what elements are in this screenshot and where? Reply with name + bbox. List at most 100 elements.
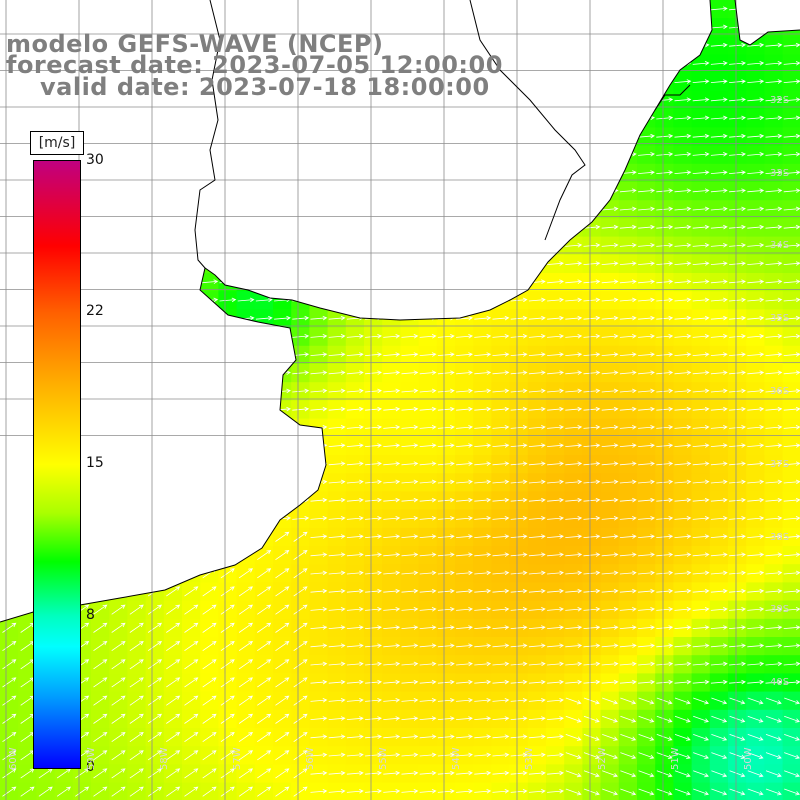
wind-arrow <box>565 552 583 557</box>
wind-arrow <box>747 370 765 375</box>
wind-arrow <box>692 315 710 321</box>
wind-arrow <box>220 604 235 615</box>
wind-cell <box>236 564 256 583</box>
wind-cell <box>291 564 310 583</box>
wind-cell <box>182 709 201 729</box>
wind-arrow <box>729 479 746 485</box>
wind-cell <box>218 600 238 620</box>
wind-arrow <box>510 516 528 521</box>
wind-arrow <box>692 534 710 539</box>
wind-arrow <box>547 497 564 503</box>
wind-arrow <box>547 570 564 576</box>
wind-arrow <box>601 497 619 503</box>
wind-arrow <box>346 570 364 576</box>
wind-arrow <box>729 588 746 594</box>
wind-arrow <box>710 479 728 485</box>
wind-cell <box>564 782 583 800</box>
wind-cell <box>91 691 110 711</box>
wind-arrow <box>765 133 783 139</box>
wind-arrow <box>765 170 783 175</box>
wind-arrow <box>510 461 528 466</box>
wind-arrow <box>619 224 637 230</box>
wind-cell <box>145 655 165 674</box>
wind-cell <box>218 582 238 602</box>
colorbar-tick-30: 30 <box>86 152 104 168</box>
wind-cell <box>273 600 292 620</box>
wind-arrow <box>656 152 674 157</box>
wind-arrow <box>674 516 692 521</box>
wind-arrow <box>456 406 473 412</box>
wind-cell <box>182 655 201 674</box>
wind-arrow <box>710 370 728 375</box>
wind-arrow <box>528 570 546 576</box>
wind-arrow <box>747 170 765 175</box>
wind-arrow <box>692 461 710 466</box>
lat-label: 38S <box>770 532 790 543</box>
wind-arrow <box>547 279 564 284</box>
wind-arrow <box>601 352 619 357</box>
wind-cell <box>291 728 310 747</box>
wind-cell <box>127 637 147 656</box>
wind-arrow <box>619 352 637 357</box>
wind-arrow <box>456 370 473 375</box>
wind-arrow <box>365 370 382 375</box>
wind-arrow <box>166 586 181 597</box>
wind-arrow <box>583 588 601 594</box>
wind-arrow <box>510 334 528 339</box>
wind-arrow <box>765 607 783 612</box>
wind-cell <box>0 637 19 656</box>
wind-arrow <box>257 604 272 615</box>
wind-arrow <box>601 406 619 412</box>
wind-arrow <box>474 570 492 576</box>
wind-cell <box>236 709 256 729</box>
wind-arrow <box>710 497 728 503</box>
wind-arrow <box>528 315 546 321</box>
wind-arrow <box>437 588 455 594</box>
wind-cell <box>145 618 165 638</box>
wind-arrow <box>528 297 546 303</box>
wind-arrow <box>765 297 783 303</box>
wind-arrow <box>510 607 528 612</box>
wind-arrow <box>747 388 765 394</box>
wind-arrow <box>747 588 765 594</box>
wind-arrow <box>292 370 310 375</box>
wind-arrow <box>638 534 655 539</box>
wind-arrow <box>747 534 765 539</box>
wind-arrow <box>419 479 437 485</box>
wind-arrow <box>729 570 746 576</box>
wind-arrow <box>765 461 783 466</box>
wind-arrow <box>346 370 364 375</box>
wind-arrow <box>437 534 455 539</box>
wind-arrow <box>383 552 401 557</box>
wind-arrow <box>565 261 583 266</box>
wind-cell <box>109 728 128 747</box>
lat-label: 37S <box>770 459 790 470</box>
wind-arrow <box>437 570 455 576</box>
wind-arrow <box>710 133 728 139</box>
wind-arrow <box>383 425 401 430</box>
wind-arrow <box>346 552 364 557</box>
wind-arrow <box>474 552 492 557</box>
wind-cell <box>163 600 183 620</box>
wind-arrow <box>419 588 437 594</box>
wind-arrow <box>492 315 510 321</box>
wind-arrow <box>237 297 255 303</box>
wind-arrow <box>747 152 765 157</box>
wind-arrow <box>674 370 692 375</box>
wind-arrow <box>710 6 728 11</box>
wind-arrow <box>401 607 419 612</box>
wind-arrow <box>765 516 783 521</box>
wind-arrow <box>729 170 746 175</box>
wind-arrow <box>328 443 346 448</box>
wind-arrow <box>583 297 601 303</box>
wind-arrow <box>365 534 382 539</box>
wind-arrow <box>328 406 346 412</box>
wind-arrow <box>692 570 710 576</box>
wind-arrow <box>656 479 674 485</box>
wind-cell <box>273 546 292 565</box>
wind-arrow <box>674 406 692 412</box>
wind-arrow <box>729 243 746 248</box>
wind-arrow <box>346 352 364 357</box>
wind-arrow <box>456 334 473 339</box>
wind-arrow <box>383 570 401 576</box>
